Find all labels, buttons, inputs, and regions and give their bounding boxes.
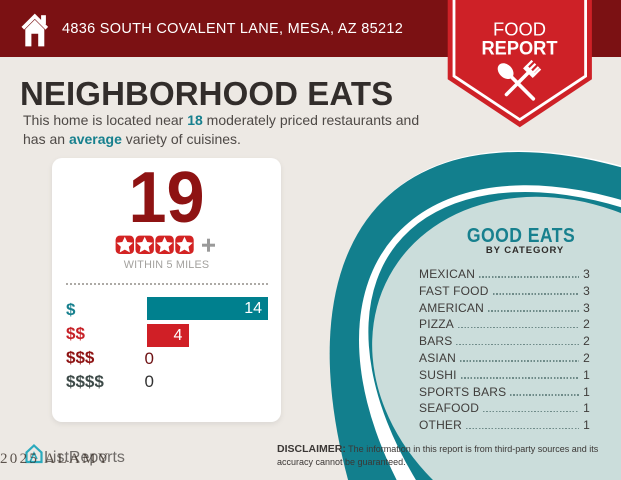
svg-text:FOOD: FOOD bbox=[493, 18, 546, 39]
svg-text:REPORT: REPORT bbox=[482, 37, 558, 59]
